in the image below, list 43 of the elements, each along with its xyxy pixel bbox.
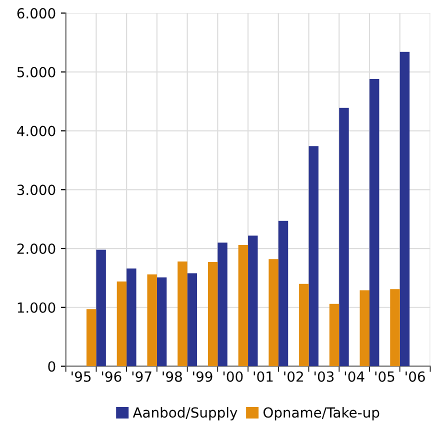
x-tick-label: '01 (254, 371, 273, 382)
y-tick-label: 1.000 (18, 302, 56, 313)
bar (116, 281, 127, 366)
x-tick-label: '05 (375, 371, 394, 382)
x-tick-label: '97 (132, 371, 152, 382)
bar (208, 262, 218, 366)
bar (299, 284, 309, 366)
bar (238, 244, 248, 366)
bar (126, 268, 136, 366)
x-tick-label: '00 (223, 371, 243, 382)
x-tick-label: '03 (314, 371, 334, 382)
bar (278, 220, 288, 366)
y-tick-label: 2.000 (17, 243, 56, 254)
bar (308, 146, 318, 366)
bar (360, 290, 370, 366)
bar (248, 236, 258, 366)
legend-label: Aanbod/Supply (132, 406, 238, 420)
x-tick-label: '99 (193, 371, 212, 382)
bar (390, 289, 400, 366)
bar (96, 250, 106, 366)
y-tick-label: 5.000 (17, 66, 56, 78)
x-tick-label: '04 (344, 371, 364, 382)
bar (86, 309, 96, 366)
bar (400, 52, 410, 366)
x-tick-label: '95 (72, 371, 91, 382)
bar (178, 261, 188, 366)
x-tick-label: '98 (162, 371, 182, 382)
x-tick-label: '06 (406, 371, 425, 382)
bar (369, 79, 380, 366)
x-tick-label: '02 (284, 371, 303, 382)
y-tick-label: 4.000 (17, 126, 56, 136)
x-tick-label: '96 (102, 371, 122, 382)
bar (339, 108, 349, 366)
legend-label: Opname/Take-up (264, 406, 380, 420)
bar (218, 242, 228, 366)
bar (268, 259, 278, 366)
bar (147, 274, 157, 366)
y-tick-label: 6.000 (17, 8, 56, 19)
bar (187, 273, 198, 366)
bar (156, 277, 167, 366)
y-tick-label: 0 (48, 361, 56, 372)
bar (329, 304, 340, 366)
y-tick-label: 3.000 (17, 184, 56, 196)
